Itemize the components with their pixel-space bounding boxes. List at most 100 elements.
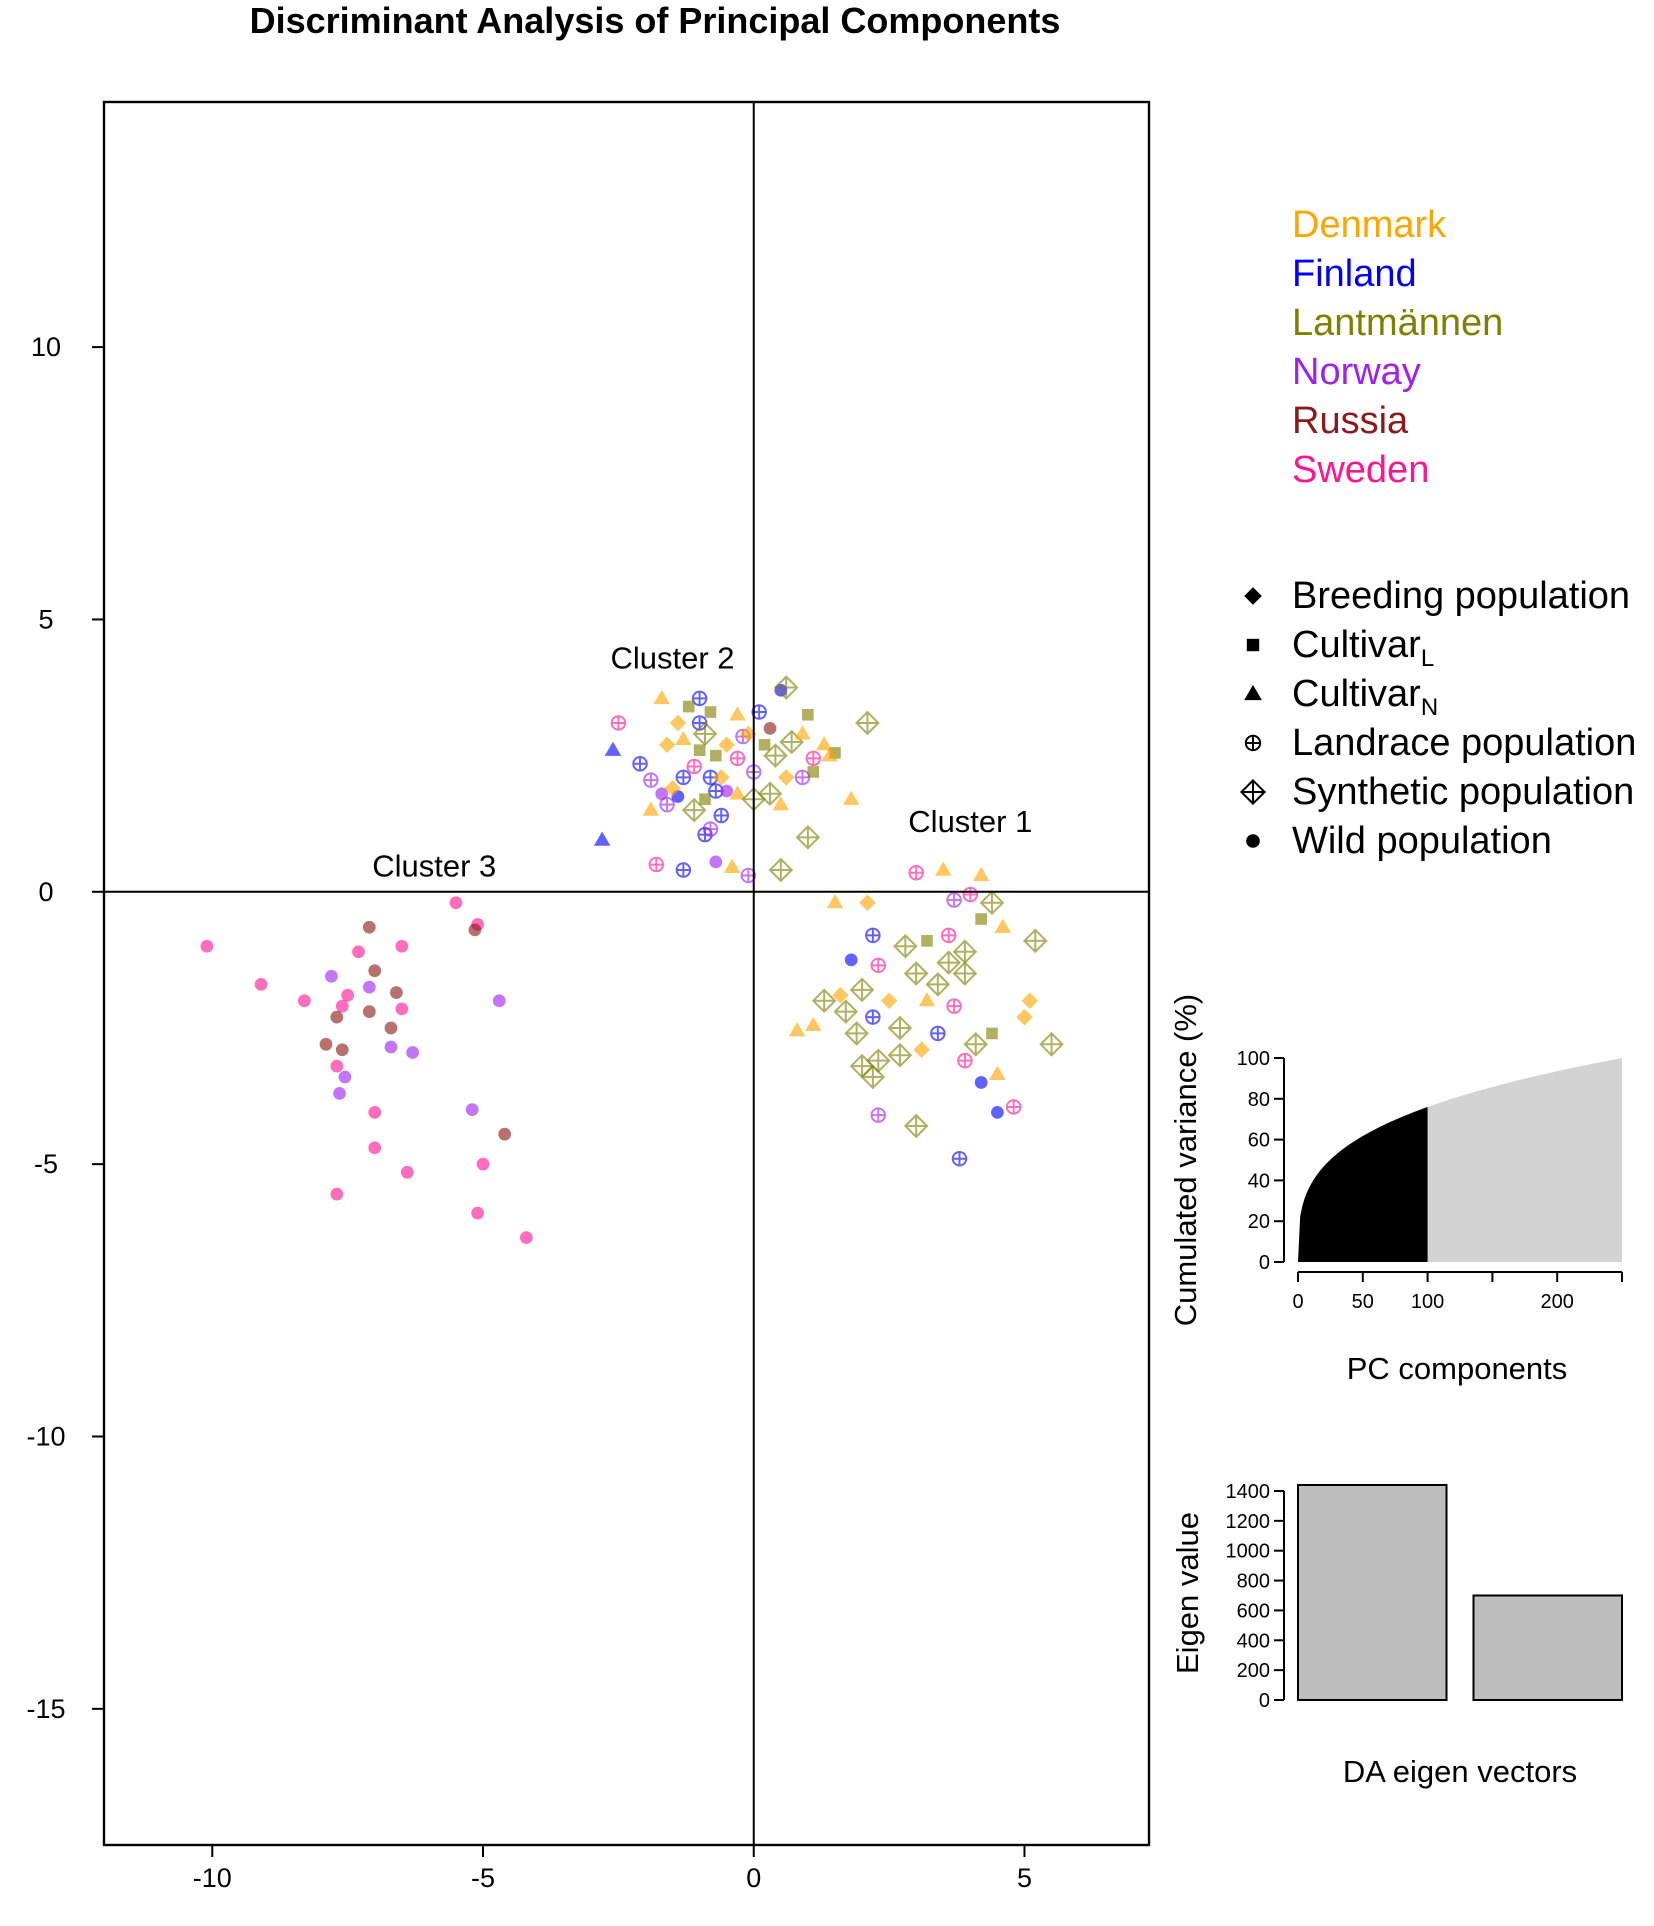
cluster-label: Cluster 2 bbox=[610, 640, 734, 675]
data-point bbox=[815, 736, 833, 751]
data-point bbox=[768, 857, 794, 883]
variance-area bbox=[1298, 1058, 1622, 1262]
data-point bbox=[720, 784, 734, 798]
data-point bbox=[936, 950, 961, 975]
data-point bbox=[772, 796, 790, 811]
data-point bbox=[709, 855, 723, 869]
data-point bbox=[908, 864, 924, 881]
data-point bbox=[368, 1141, 382, 1155]
data-point bbox=[632, 756, 648, 772]
legend-item-wild-population: Wild population bbox=[1246, 820, 1552, 862]
variance-y-tick-label: 60 bbox=[1248, 1130, 1270, 1152]
plot-frame bbox=[102, 100, 1151, 1847]
data-point bbox=[492, 994, 506, 1008]
data-point bbox=[693, 744, 706, 756]
x-tick-label: -10 bbox=[193, 1863, 232, 1893]
data-point bbox=[1005, 1099, 1022, 1115]
chart-title: Discriminant Analysis of Principal Compo… bbox=[250, 0, 1061, 41]
variance-y-tick-label: 40 bbox=[1248, 1170, 1270, 1192]
data-point bbox=[773, 675, 799, 700]
data-point bbox=[903, 1113, 929, 1139]
data-point bbox=[952, 961, 978, 986]
data-point bbox=[807, 766, 820, 778]
data-point bbox=[903, 961, 929, 986]
legend-item-landrace-population: Landrace population bbox=[1244, 722, 1636, 764]
data-point bbox=[805, 1016, 822, 1031]
data-point bbox=[870, 1107, 887, 1123]
data-point bbox=[758, 738, 771, 751]
data-point bbox=[794, 725, 811, 740]
data-point bbox=[675, 730, 692, 745]
eigen-y-tick-label: 1200 bbox=[1226, 1511, 1271, 1533]
eigen-y-label: Eigen value bbox=[1170, 1512, 1205, 1674]
data-point bbox=[963, 1032, 989, 1057]
data-point bbox=[951, 1150, 968, 1167]
data-point bbox=[335, 999, 349, 1013]
variance-y-tick-label: 80 bbox=[1248, 1089, 1270, 1111]
legend-lantmannen: Lantmännen bbox=[1292, 302, 1503, 344]
data-point bbox=[859, 894, 876, 911]
data-point bbox=[330, 1187, 344, 1201]
y-tick-label: -10 bbox=[26, 1421, 65, 1451]
legend-sweden: Sweden bbox=[1292, 449, 1429, 491]
population-type-legend: Breeding population CultivarLCultivarNLan… bbox=[1239, 575, 1636, 862]
eigen-y-tick-label: 0 bbox=[1259, 1690, 1270, 1712]
data-point bbox=[994, 918, 1012, 933]
data-point bbox=[913, 1041, 930, 1059]
y-tick-label: 10 bbox=[31, 332, 61, 362]
legend-label: Wild population bbox=[1292, 820, 1552, 862]
data-point bbox=[400, 1165, 414, 1179]
legend-label: CultivarL bbox=[1292, 624, 1434, 672]
square-icon bbox=[1246, 638, 1260, 652]
legend-finland: Finland bbox=[1292, 253, 1417, 295]
data-point bbox=[610, 715, 627, 731]
data-point bbox=[821, 747, 838, 762]
data-point bbox=[887, 1015, 913, 1041]
data-point bbox=[870, 957, 887, 974]
data-point bbox=[593, 831, 611, 846]
x-tick-label: 0 bbox=[746, 1863, 761, 1893]
x-tick-label: 5 bbox=[1017, 1863, 1032, 1893]
data-point bbox=[669, 714, 687, 732]
data-point bbox=[979, 890, 1005, 915]
circle-icon bbox=[1246, 834, 1260, 848]
data-point bbox=[319, 1037, 333, 1051]
data-point bbox=[648, 856, 665, 873]
data-point bbox=[325, 969, 338, 983]
data-point bbox=[362, 980, 376, 994]
data-point bbox=[341, 988, 355, 1002]
data-point bbox=[729, 706, 746, 721]
data-point bbox=[468, 923, 482, 937]
data-point bbox=[842, 790, 860, 805]
legend-label: Synthetic population bbox=[1292, 771, 1634, 813]
triangle-icon bbox=[1244, 684, 1262, 701]
legend-label: Breeding population bbox=[1292, 575, 1630, 617]
crosscircle-icon bbox=[1244, 734, 1262, 752]
data-point bbox=[519, 1231, 533, 1245]
data-point bbox=[200, 939, 214, 953]
data-point bbox=[844, 953, 858, 967]
data-point bbox=[713, 807, 730, 824]
legend-russia: Russia bbox=[1292, 400, 1409, 442]
data-point bbox=[805, 750, 822, 767]
data-point bbox=[887, 1042, 913, 1068]
data-point bbox=[925, 972, 951, 997]
data-point bbox=[692, 721, 718, 747]
data-point bbox=[788, 1022, 806, 1037]
data-point bbox=[699, 793, 711, 806]
cluster-label: Cluster 3 bbox=[372, 849, 496, 884]
data-point bbox=[686, 758, 702, 775]
data-point bbox=[723, 858, 741, 873]
data-point bbox=[465, 1103, 479, 1117]
data-point bbox=[330, 1010, 344, 1024]
country-legend: Denmark Finland Lantmännen Norway Russia Swed… bbox=[1292, 204, 1503, 491]
data-point bbox=[802, 708, 814, 721]
data-point bbox=[930, 1025, 946, 1042]
eigenvalue-inset: 0 200 400 600 800 1000 1200 1400 DA eigen vecto… bbox=[1170, 1481, 1623, 1789]
data-point bbox=[395, 1002, 409, 1016]
data-point bbox=[702, 821, 719, 837]
data-point bbox=[395, 939, 409, 953]
data-point bbox=[664, 780, 681, 797]
eigen-y-tick-label: 1000 bbox=[1226, 1541, 1271, 1563]
